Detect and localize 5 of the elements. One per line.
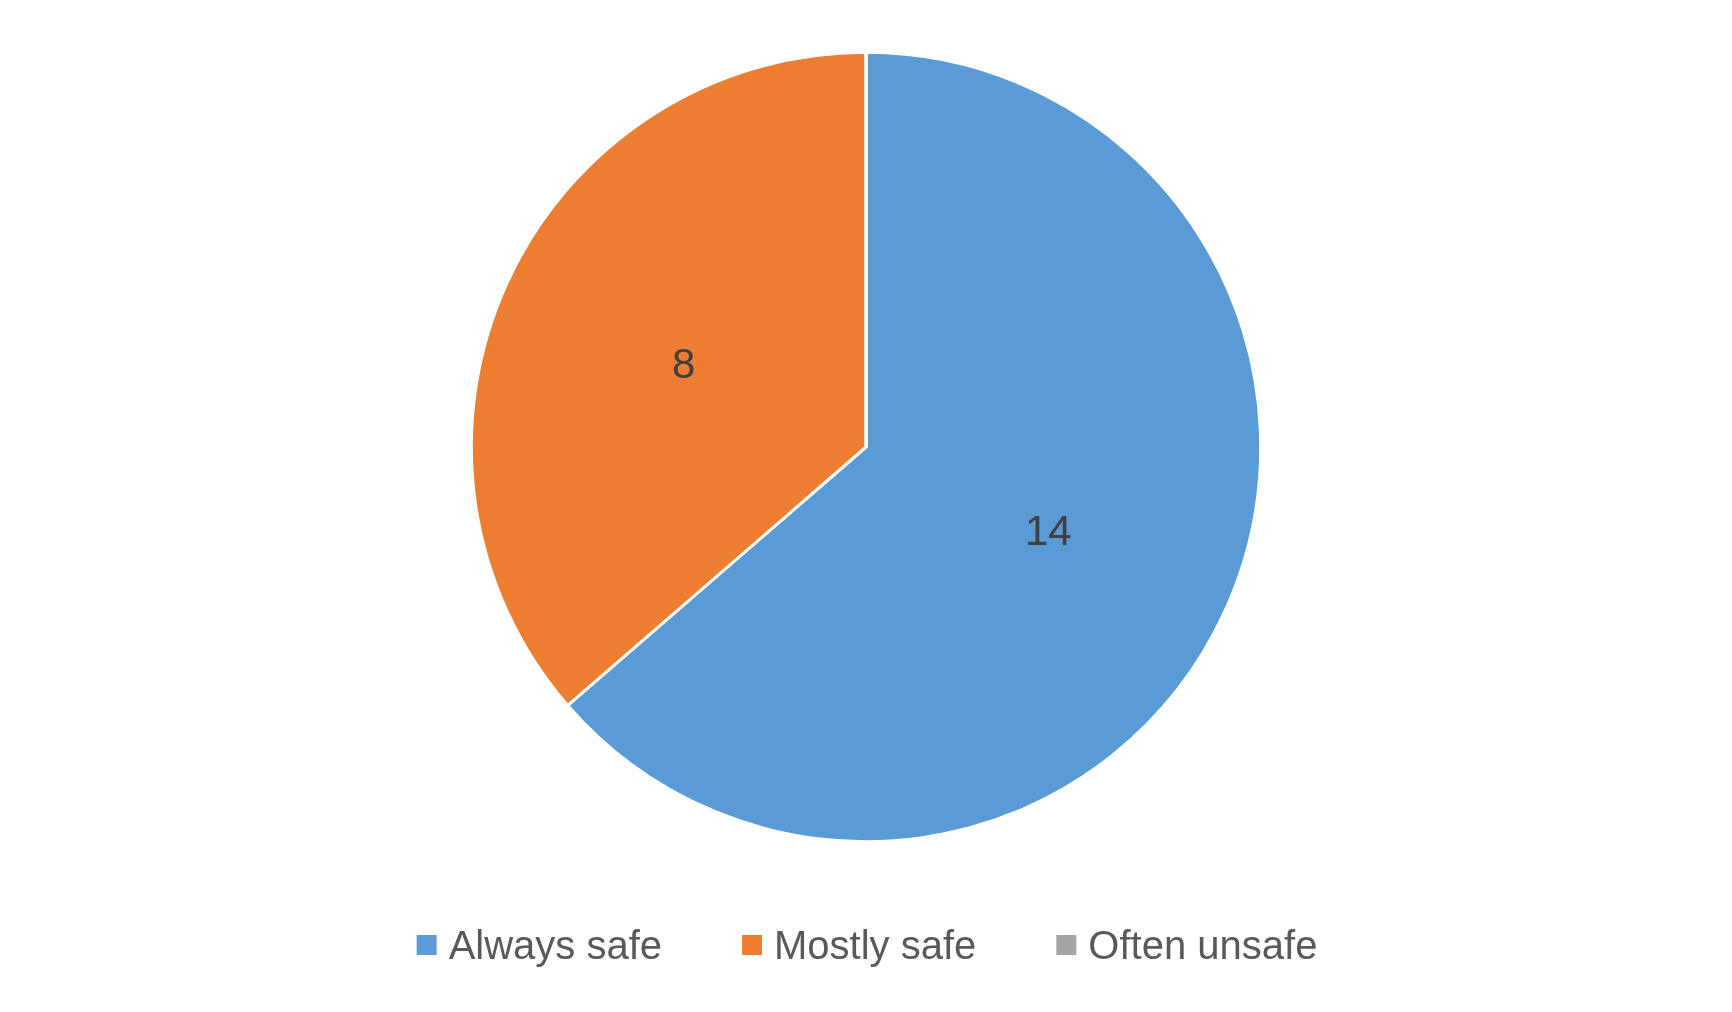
legend-label: Always safe xyxy=(448,923,663,967)
legend-label: Often unsafe xyxy=(1088,923,1318,967)
data-label: 14 xyxy=(1024,506,1072,554)
data-label: 8 xyxy=(672,340,696,388)
legend-label: Mostly safe xyxy=(774,923,977,967)
